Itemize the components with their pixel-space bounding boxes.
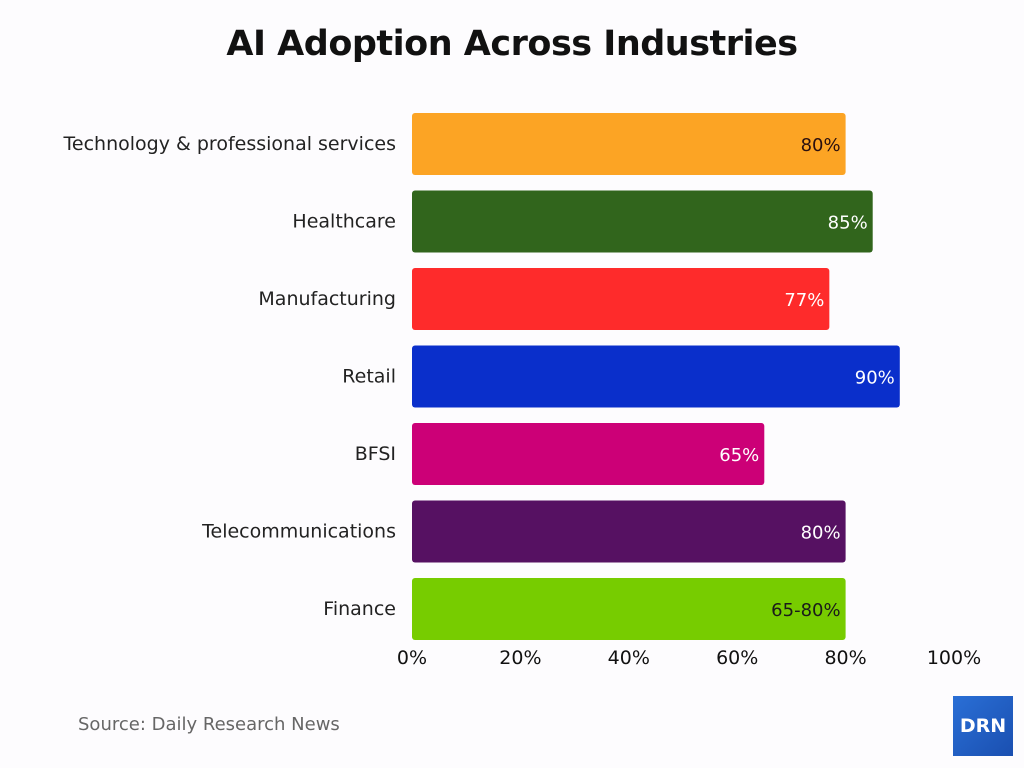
x-tick-label: 0% xyxy=(397,647,427,669)
bar xyxy=(412,268,830,330)
bar xyxy=(412,190,873,253)
bar xyxy=(412,113,846,175)
data-label: 77% xyxy=(784,290,824,311)
data-label: 65-80% xyxy=(771,600,840,621)
category-label: Telecommunications xyxy=(201,521,396,543)
category-label: BFSI xyxy=(355,443,396,465)
data-label: 65% xyxy=(719,445,759,466)
drn-logo: DRN xyxy=(953,696,1013,756)
bar xyxy=(412,578,846,640)
data-label: 85% xyxy=(828,213,868,234)
x-tick-label: 40% xyxy=(608,647,650,669)
bar-chart: Technology & professional services 80% Hea… xyxy=(63,113,981,669)
x-tick-label: 60% xyxy=(716,647,758,669)
chart-title: AI Adoption Across Industries xyxy=(226,24,798,64)
category-label: Healthcare xyxy=(292,211,396,233)
x-tick-label: 100% xyxy=(927,647,981,669)
category-label: Manufacturing xyxy=(258,288,396,310)
category-label: Finance xyxy=(323,598,396,620)
x-tick-label: 80% xyxy=(824,647,866,669)
category-label: Technology & professional services xyxy=(63,133,396,155)
bar xyxy=(412,423,765,485)
category-label: Retail xyxy=(342,366,396,388)
source-note: Source: Daily Research News xyxy=(78,714,340,735)
data-label: 80% xyxy=(801,135,841,156)
x-tick-label: 20% xyxy=(499,647,541,669)
data-label: 90% xyxy=(855,368,895,389)
data-label: 80% xyxy=(801,523,841,544)
bar xyxy=(412,345,900,408)
bar xyxy=(412,500,846,563)
